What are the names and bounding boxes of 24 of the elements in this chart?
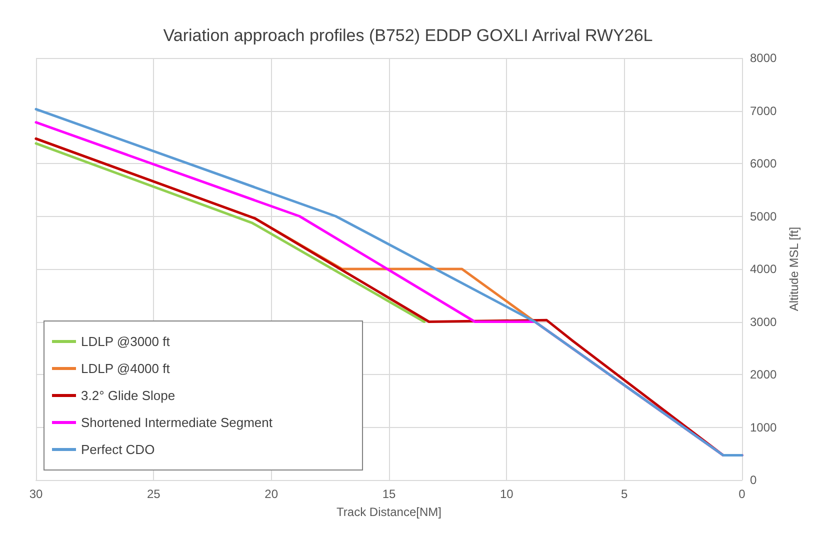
legend-label: Shortened Intermediate Segment [81, 415, 273, 430]
x-tick-label: 15 [382, 487, 396, 501]
y-tick-label: 7000 [750, 104, 778, 118]
y-tick-label: 1000 [750, 420, 778, 434]
y-tick-label: 6000 [750, 156, 778, 170]
legend-label: LDLP @3000 ft [81, 334, 170, 349]
y-tick-label: 3000 [750, 314, 778, 329]
x-tick-label: 30 [29, 487, 43, 501]
y-tick-label: 0 [750, 473, 757, 487]
x-tick-label: 20 [264, 487, 278, 501]
y-tick-label: 8000 [750, 51, 778, 65]
x-tick-label: 0 [738, 487, 746, 501]
x-tick-label: 10 [500, 487, 514, 501]
legend-label: 3.2° Glide Slope [81, 388, 176, 403]
x-axis-title: Track Distance[NM] [336, 505, 442, 519]
chart-title: Variation approach profiles (B752) EDDP GOXLI Arrival RWY26L [163, 26, 653, 45]
y-tick-label: 4000 [750, 262, 778, 276]
legend-label: LDLP @4000 ft [81, 361, 170, 376]
legend-label: Perfect CDO [81, 442, 155, 457]
x-tick-label: 5 [620, 487, 628, 501]
y-axis-title: Altitude MSL [ft] [787, 226, 801, 312]
y-tick-label: 2000 [750, 368, 778, 382]
x-tick-label: 25 [146, 487, 161, 501]
y-tick-label: 5000 [750, 209, 778, 224]
